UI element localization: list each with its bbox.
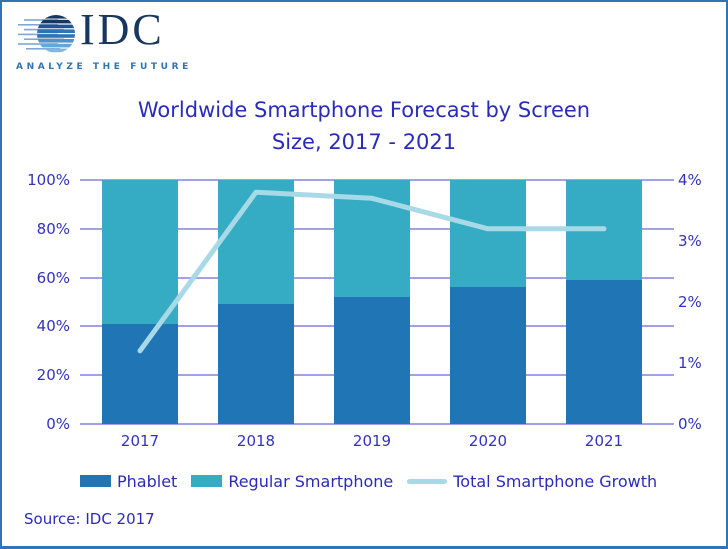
- right-tick: [660, 325, 674, 328]
- left-tick-40%: [80, 325, 94, 328]
- bar-2020-phablet: [450, 287, 526, 424]
- y-axis-left-label-100%: 100%: [27, 171, 70, 189]
- bar-2021-phablet: [566, 280, 642, 424]
- x-axis-label-2018: 2018: [236, 432, 276, 450]
- right-tick: [660, 179, 674, 181]
- legend-label-total-smartphone-growth: Total Smartphone Growth: [453, 471, 658, 491]
- source-text: Source: IDC 2017: [24, 510, 155, 528]
- y-axis-left-label-20%: 20%: [36, 366, 70, 385]
- right-tick: [660, 374, 674, 377]
- left-tick-80%: [80, 227, 94, 230]
- y-axis-right-label-1%: 1%: [678, 354, 702, 372]
- idc-globe-icon: [18, 15, 75, 53]
- left-tick-100%: [80, 179, 94, 181]
- bar-2020-regular-smartphone: [450, 180, 526, 288]
- left-tick-20%: [80, 374, 94, 377]
- legend-swatch-growth-line: [407, 478, 448, 484]
- legend-label-phablet: Phablet: [117, 471, 178, 491]
- legend-label-regular-smartphone: Regular Smartphone: [228, 471, 394, 491]
- x-axis-label-2021: 2021: [584, 432, 624, 450]
- bar-2018-regular-smartphone: [218, 180, 294, 305]
- x-axis-label-2017: 2017: [120, 432, 160, 450]
- y-axis-left-label-60%: 60%: [36, 268, 70, 287]
- legend-item-phablet: Phablet: [80, 472, 177, 491]
- y-axis-right-label-3%: 3%: [678, 232, 702, 250]
- growth-line-layer: [137, 189, 607, 354]
- bar-2018-phablet: [218, 304, 294, 424]
- y-axis-left-label-40%: 40%: [36, 317, 70, 336]
- y-axis-right-label-2%: 2%: [678, 293, 702, 311]
- bar-2017-regular-smartphone: [102, 180, 178, 324]
- y-axis-right-label-4%: 4%: [678, 171, 702, 189]
- y-axis-left-label-80%: 80%: [36, 219, 70, 238]
- chart-title: Worldwide Smartphone Forecast by Screen …: [2, 94, 726, 158]
- right-tick: [660, 227, 674, 230]
- y-axis-left-label-0%: 0%: [46, 415, 70, 433]
- legend-item-total-smartphone-growth: Total Smartphone Growth: [407, 472, 657, 491]
- bar-2019-phablet: [334, 297, 410, 424]
- gridline-0%: [82, 423, 662, 425]
- chart-legend: Phablet Regular Smartphone Total Smartph…: [80, 468, 670, 494]
- bar-2017-phablet: [102, 323, 178, 424]
- idc-logo: IDC ANALYZE THE FUTURE: [14, 5, 244, 74]
- x-axis-label-2020: 2020: [468, 432, 508, 450]
- legend-swatch-phablet: [80, 475, 111, 487]
- left-tick-60%: [80, 276, 94, 279]
- legend-swatch-regular-smartphone: [191, 475, 223, 487]
- chart-title-line1: Worldwide Smartphone Forecast by Screen: [137, 98, 591, 122]
- total-smartphone-growth-line: [137, 189, 607, 354]
- y-axis-right-label-0%: 0%: [678, 415, 702, 433]
- chart-title-line2: Size, 2017 - 2021: [271, 130, 457, 154]
- plot-area: 0% 20% 40% 60% 80% 100% 0% 1% 2% 3% 4% 2017 2018 2019…: [27, 171, 702, 450]
- legend-item-regular-smartphone: Regular Smartphone: [191, 472, 393, 491]
- x-axis-label-2019: 2019: [352, 432, 392, 450]
- idc-tagline: ANALYZE THE FUTURE: [16, 62, 192, 72]
- right-tick: [660, 423, 674, 425]
- right-tick: [660, 276, 674, 279]
- left-tick-0%: [80, 423, 94, 425]
- idc-brand-text: IDC: [80, 5, 165, 54]
